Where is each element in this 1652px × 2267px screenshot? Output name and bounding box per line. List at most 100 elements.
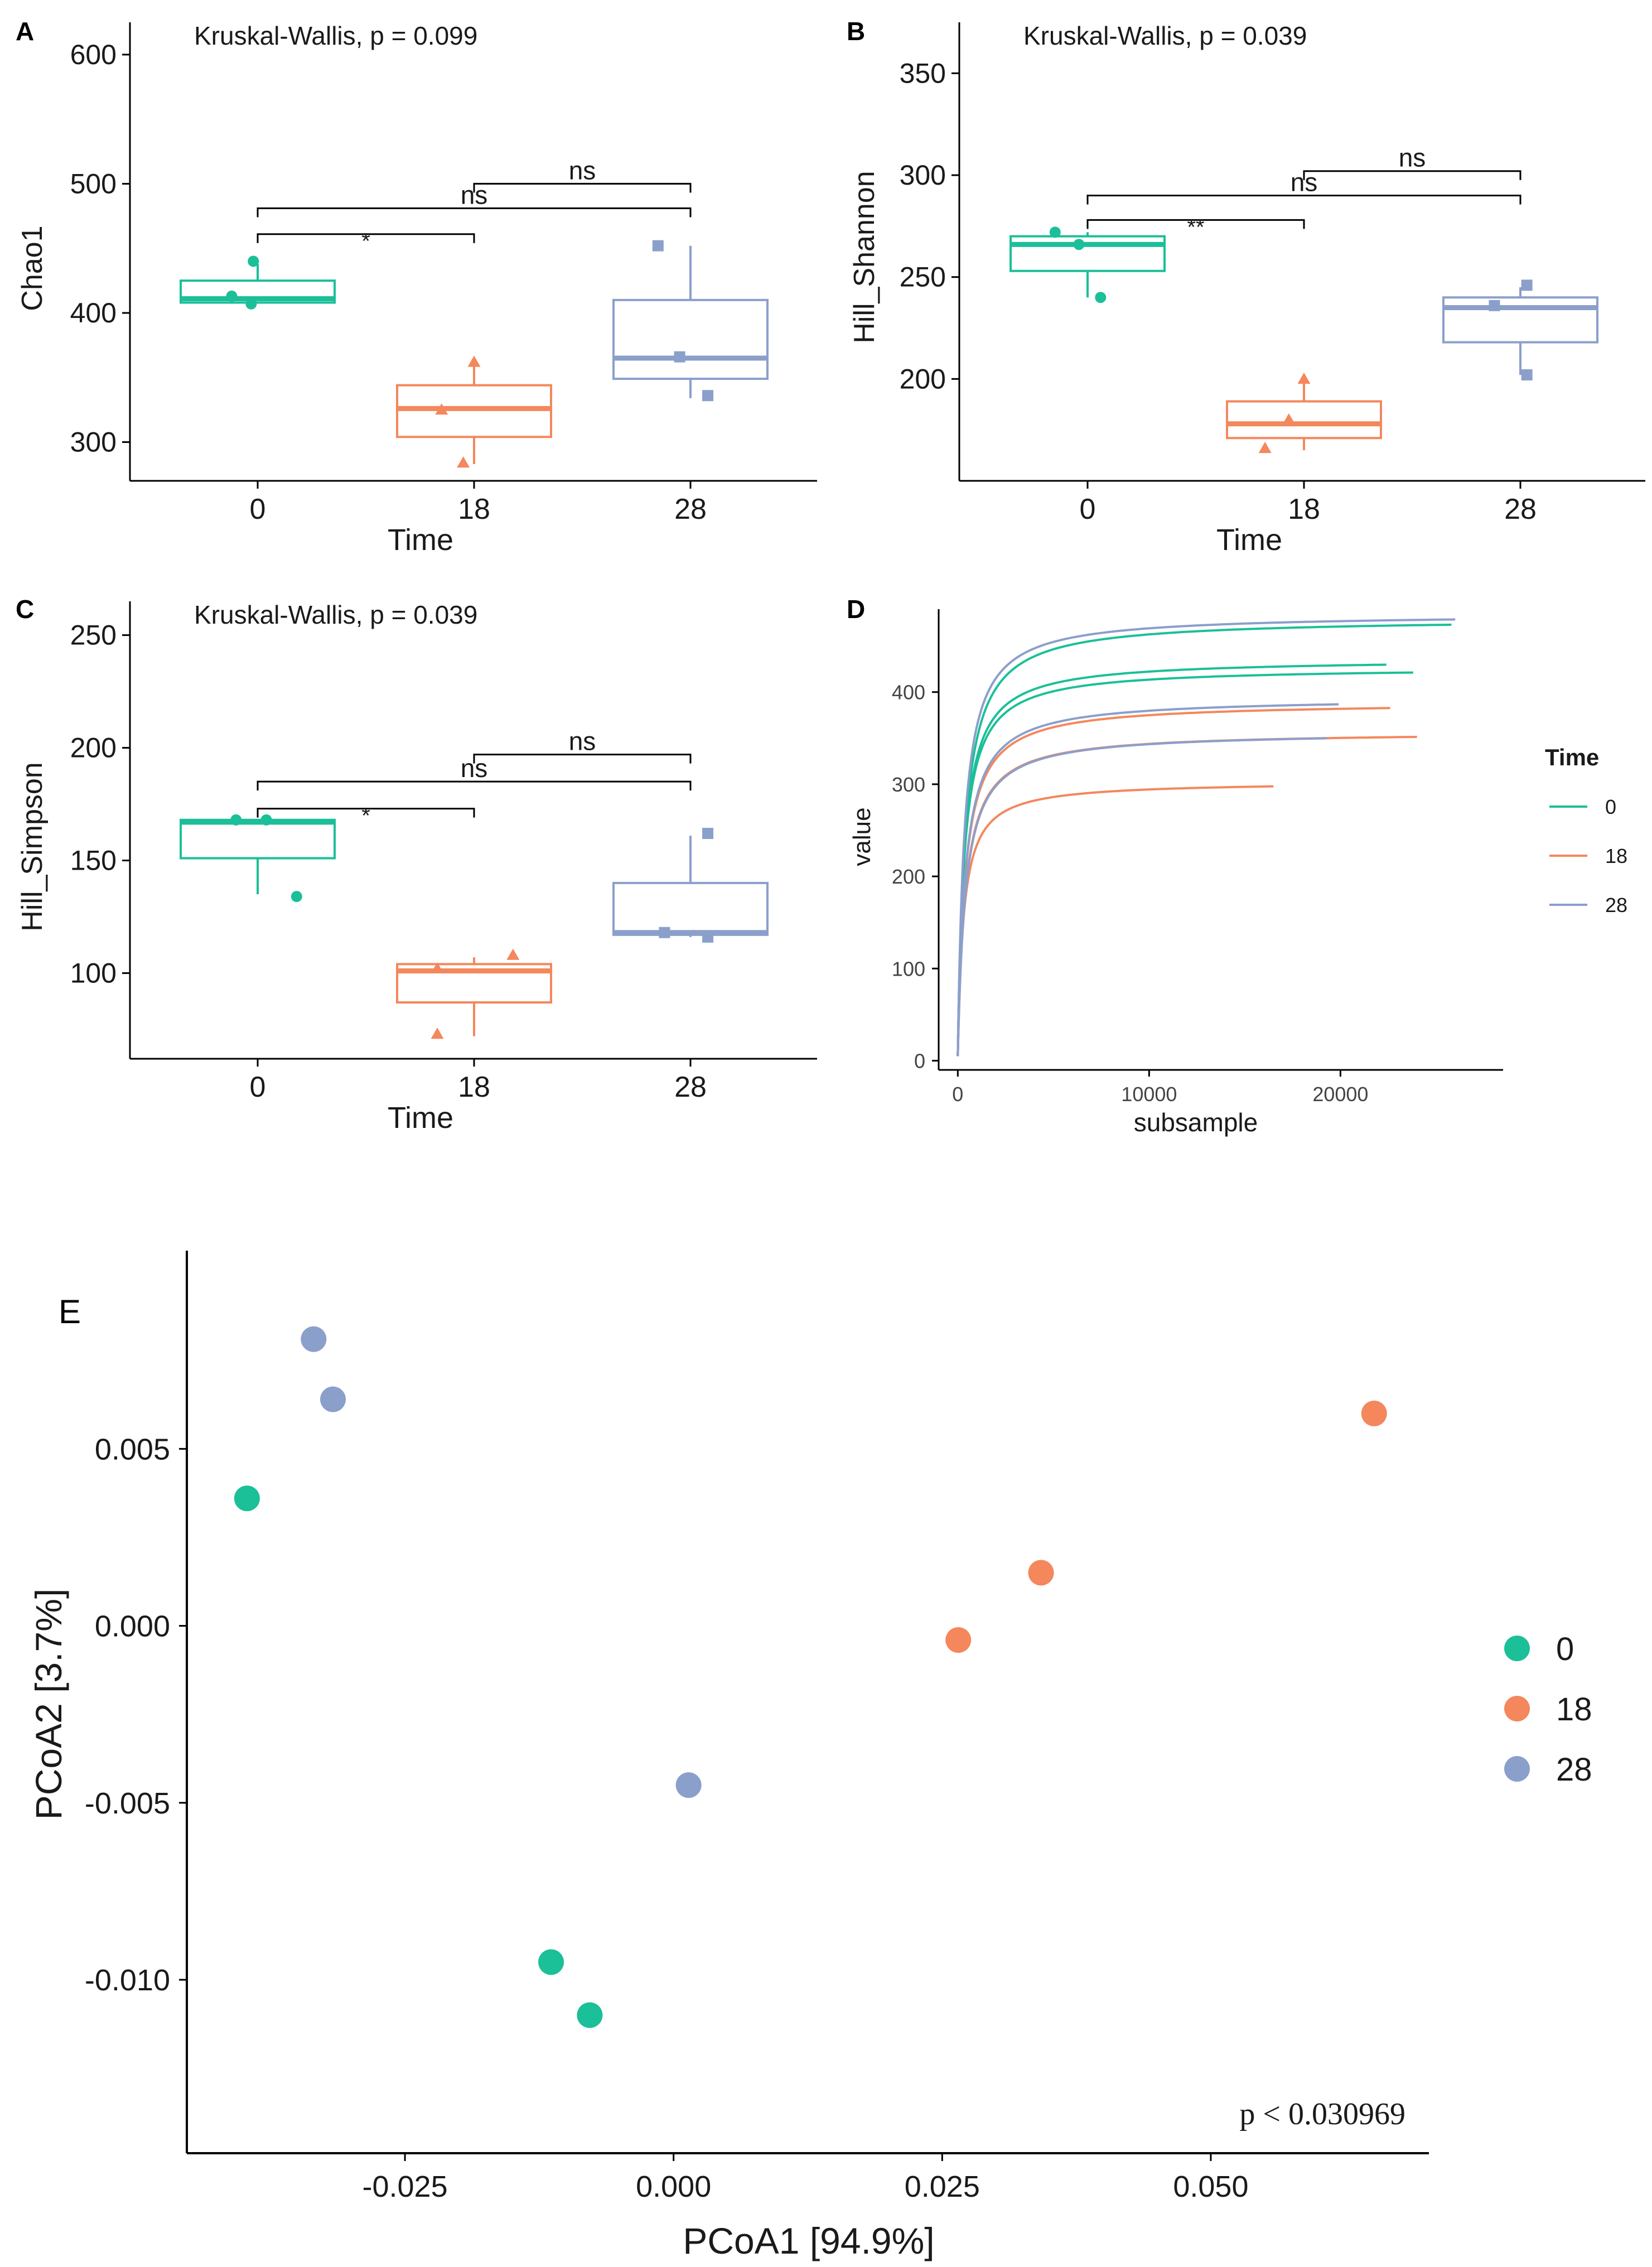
- panel-e-y-axis-label: PCoA2 [3.7%]: [28, 1589, 69, 1820]
- x-tick-label: 0.000: [636, 2170, 711, 2203]
- y-tick-label: 100: [892, 957, 925, 980]
- x-tick-label: 18: [458, 1071, 490, 1103]
- y-tick-label: 400: [70, 297, 117, 329]
- x-tick-label: 28: [674, 493, 707, 525]
- y-tick-label: 300: [892, 773, 925, 796]
- pcoa-point: [1028, 1560, 1054, 1586]
- data-point: [435, 403, 448, 415]
- significance-bracket: [473, 754, 692, 764]
- data-point: [1258, 442, 1272, 454]
- panel-e-p-value: p < 0.030969: [1239, 2097, 1405, 2131]
- panel-a-x-axis-label: Time: [388, 523, 453, 557]
- x-tick-label: 18: [1288, 493, 1320, 525]
- panel-label-c: C: [16, 595, 34, 624]
- data-point: [1297, 372, 1311, 384]
- panel-b-stat-text: Kruskal-Wallis, p = 0.039: [1023, 21, 1307, 50]
- significance-label: ns: [1399, 143, 1426, 172]
- panel-d-rarefaction: D subsample value Time 0 100 200 300 400 0 100…: [847, 595, 1627, 1137]
- pcoa-point: [234, 1485, 260, 1512]
- legend-key: [1504, 1636, 1530, 1661]
- pcoa-point: [538, 1949, 564, 1975]
- x-tick-label: 20000: [1312, 1083, 1368, 1106]
- data-point: [248, 255, 259, 267]
- rarefaction-curve: [957, 663, 1387, 1057]
- legend-label: 18: [1605, 845, 1627, 867]
- y-tick-label: 600: [70, 39, 117, 70]
- panel-d-legend-title: Time: [1545, 744, 1599, 770]
- y-tick-label: 250: [900, 262, 946, 293]
- panel-label-b: B: [847, 17, 865, 46]
- y-tick-label: 400: [892, 681, 925, 704]
- panel-a-y-axis-label: Chao1: [16, 225, 49, 311]
- significance-bracket: [1086, 195, 1521, 205]
- panel-d-marks: 0 100 200 300 400 0 10000 20000 0 18 28: [892, 609, 1627, 1106]
- box-body: [396, 963, 552, 1004]
- data-point: [674, 351, 685, 363]
- box-body: [1226, 400, 1382, 440]
- y-tick-label: -0.005: [85, 1787, 170, 1820]
- panel-label-d: D: [847, 595, 865, 624]
- data-point: [1095, 292, 1107, 303]
- x-tick-label: 0: [1080, 493, 1096, 525]
- data-point: [1282, 413, 1296, 425]
- x-tick-label: -0.025: [363, 2170, 448, 2203]
- y-tick-label: 150: [70, 845, 117, 876]
- panel-c-stat-text: Kruskal-Wallis, p = 0.039: [194, 600, 477, 629]
- y-tick-label: 200: [900, 363, 946, 394]
- data-point: [467, 355, 481, 367]
- box-body: [1009, 235, 1166, 272]
- data-point: [506, 948, 520, 960]
- data-point: [230, 814, 242, 826]
- data-point: [260, 814, 272, 826]
- panel-a-stat-text: Kruskal-Wallis, p = 0.099: [194, 21, 477, 50]
- data-point: [1049, 226, 1061, 238]
- data-point: [1521, 369, 1533, 381]
- box-body: [180, 279, 336, 304]
- panel-d-x-axis-label: subsample: [1134, 1108, 1258, 1137]
- panel-b-x-axis-label: Time: [1216, 523, 1282, 557]
- panel-c-y-axis-label: Hill_Simpson: [16, 762, 49, 931]
- significance-label: *: [361, 229, 370, 254]
- legend-label: 28: [1605, 894, 1627, 917]
- data-point: [226, 290, 238, 302]
- rarefaction-curve: [957, 618, 1456, 1057]
- panel-b-y-axis-label: Hill_Shannon: [848, 171, 881, 343]
- panel-c-x-axis-label: Time: [388, 1101, 453, 1135]
- y-tick-label: 0.005: [95, 1432, 170, 1466]
- y-tick-label: 200: [70, 732, 117, 764]
- data-point: [1073, 239, 1085, 250]
- x-tick-label: 0: [250, 493, 266, 525]
- pcoa-point: [301, 1326, 327, 1352]
- pcoa-point: [675, 1772, 702, 1798]
- x-tick-label: 0: [250, 1071, 266, 1103]
- panel-label-e: E: [59, 1293, 81, 1330]
- legend-label: 18: [1556, 1691, 1592, 1728]
- panel-d-y-axis-label: value: [848, 807, 876, 866]
- data-point: [702, 390, 714, 402]
- significance-bracket: [1086, 219, 1305, 229]
- legend-label: 0: [1556, 1631, 1574, 1667]
- rarefaction-curve: [957, 623, 1452, 1057]
- significance-bracket: [473, 182, 692, 193]
- panel-e-pcoa: E PCoA1 [94.9%] PCoA2 [3.7%] p < 0.03096…: [28, 1251, 1592, 2261]
- panel-c-hill-simpson: C Kruskal-Wallis, p = 0.039 Time Hill_Si…: [16, 595, 817, 1135]
- legend-key: [1504, 1756, 1530, 1782]
- significance-bracket: [257, 207, 692, 218]
- x-tick-label: 28: [1504, 493, 1537, 525]
- data-point: [431, 962, 444, 974]
- significance-label: ns: [569, 727, 596, 756]
- panel-b-hill-shannon: B Kruskal-Wallis, p = 0.039 Time Hill_Sh…: [847, 17, 1645, 557]
- y-tick-label: 0.000: [95, 1610, 170, 1643]
- x-tick-label: 10000: [1121, 1083, 1177, 1106]
- legend-label: 0: [1605, 795, 1616, 818]
- box-body: [1442, 296, 1598, 344]
- box-body: [612, 298, 769, 380]
- y-tick-label: 500: [70, 168, 117, 199]
- box-body: [396, 384, 552, 438]
- x-tick-label: 0.025: [905, 2170, 980, 2203]
- y-tick-label: 350: [900, 57, 946, 89]
